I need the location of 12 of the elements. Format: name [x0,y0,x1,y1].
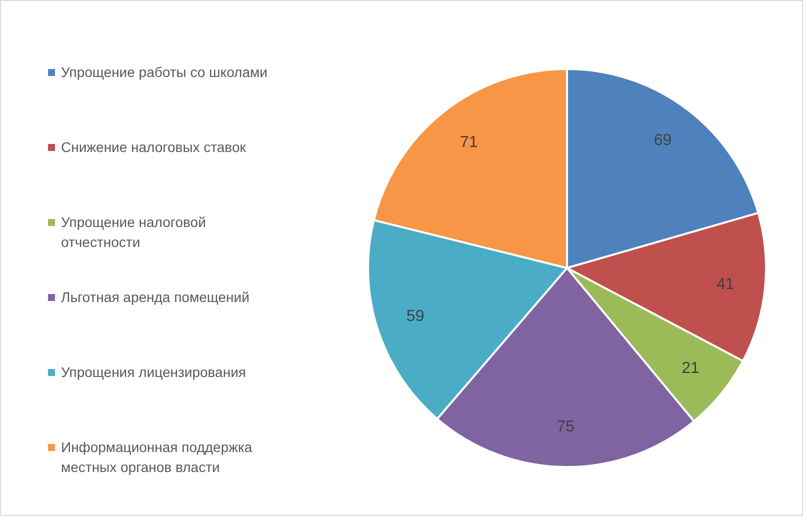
legend-label: Упрощение налоговой отчестности [61,213,207,252]
legend-label: Информационная поддержка местных органов власти [61,438,254,477]
legend-label: Упрощение работы со школами [61,63,268,82]
legend-label: Снижение налоговых ставок [61,138,246,157]
data-label: 59 [406,308,424,325]
data-label: 41 [716,276,734,293]
legend-label: Упрощения лицензирования [61,363,246,382]
legend-label: Льготная аренда помещений [61,288,250,307]
data-label: 21 [682,360,700,377]
data-label: 69 [654,132,672,150]
data-label: 75 [556,418,575,436]
data-label: 71 [460,134,478,152]
